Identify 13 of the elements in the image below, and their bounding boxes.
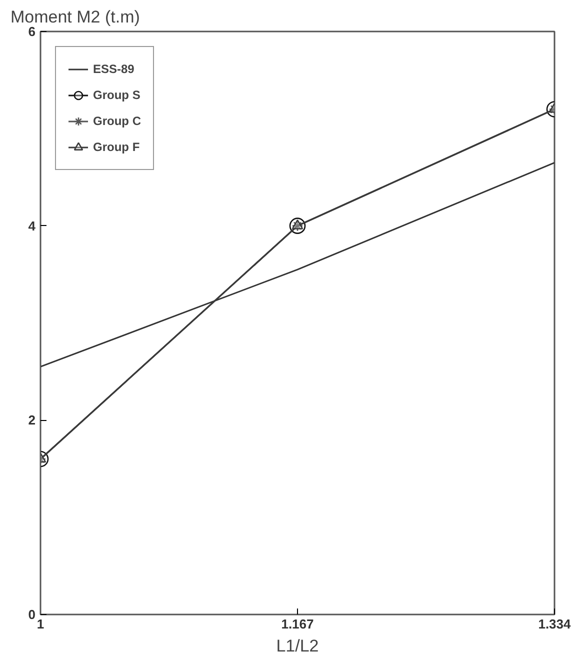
x-axis-title: L1/L2 xyxy=(276,636,319,656)
x-tick-label: 1 xyxy=(36,616,44,632)
legend-label: Group F xyxy=(93,140,140,154)
x-tick-label: 1.167 xyxy=(281,616,314,632)
legend-label: Group S xyxy=(93,88,140,102)
legend-label: ESS-89 xyxy=(93,62,134,76)
y-axis-title: Moment M2 (t.m) xyxy=(10,8,140,26)
x-tick-label: 1.334 xyxy=(538,616,572,632)
y-tick-label: 4 xyxy=(28,218,36,234)
y-tick-label: 0 xyxy=(28,607,36,622)
legend-label: Group C xyxy=(93,114,141,128)
y-tick-label: 2 xyxy=(28,412,36,428)
y-tick-label: 6 xyxy=(28,24,36,39)
